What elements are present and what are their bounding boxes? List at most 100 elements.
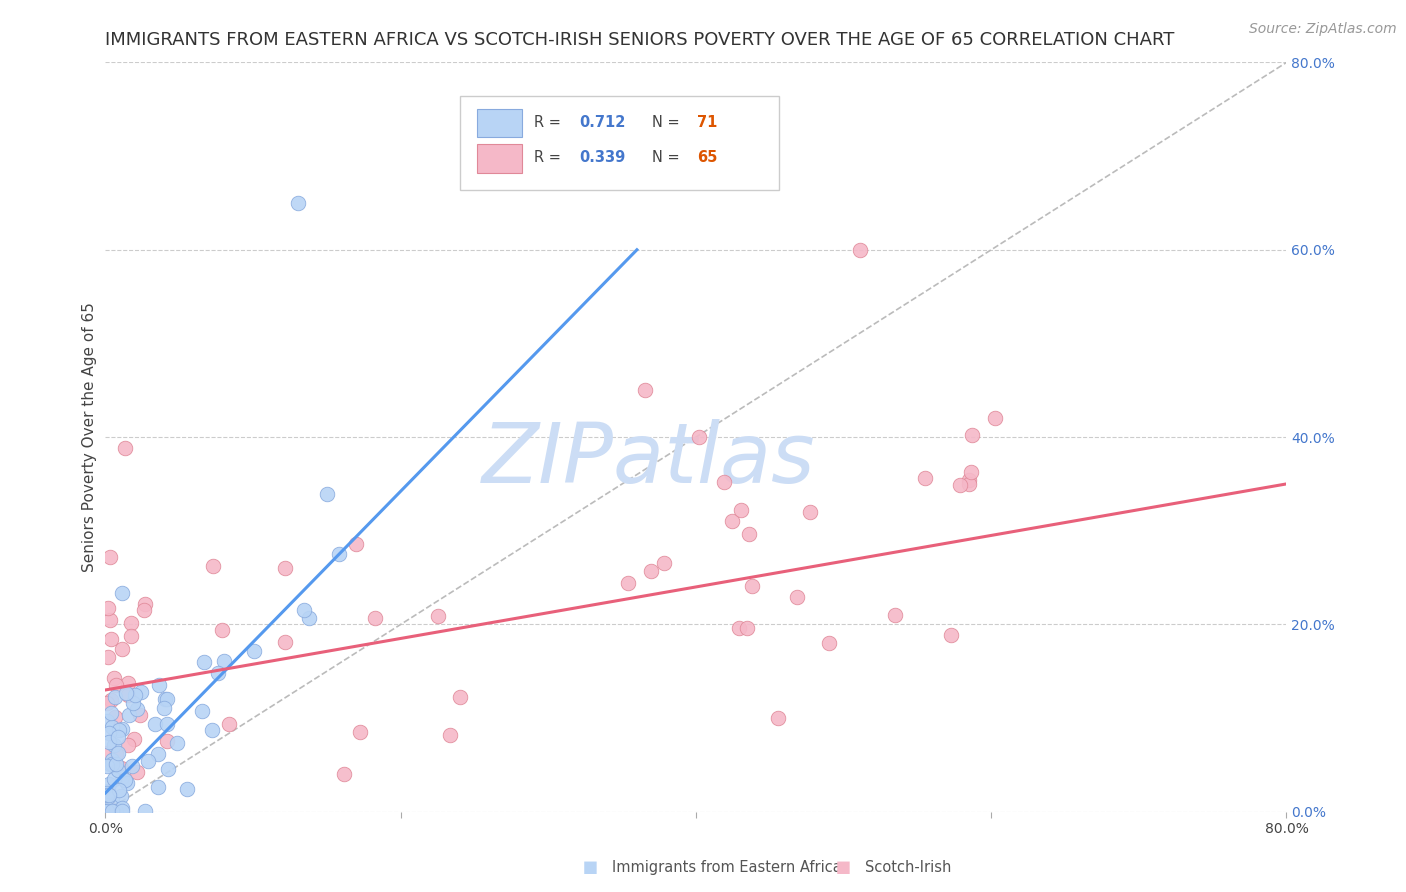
Point: [153, 692, 176, 706]
Point: [148, 678, 170, 692]
Point: [111, 641, 134, 656]
Point: [98, 788, 121, 802]
Point: [97, 804, 120, 818]
Text: 71: 71: [697, 115, 717, 130]
Point: [349, 724, 371, 739]
Point: [115, 686, 138, 700]
Point: [735, 621, 758, 635]
FancyBboxPatch shape: [478, 109, 523, 137]
Text: ▪: ▪: [582, 855, 599, 879]
Text: Scotch-Irish: Scotch-Irish: [865, 860, 950, 874]
Point: [96, 714, 118, 729]
Point: [104, 690, 127, 704]
Point: [110, 789, 132, 803]
Point: [332, 767, 354, 781]
Point: [127, 764, 149, 779]
Point: [105, 804, 128, 818]
Point: [110, 761, 132, 775]
Point: [134, 804, 156, 818]
Point: [118, 707, 141, 722]
Point: [134, 597, 156, 611]
Point: [730, 503, 752, 517]
Point: [111, 586, 134, 600]
Point: [202, 558, 225, 573]
Point: [959, 473, 981, 487]
FancyBboxPatch shape: [460, 96, 779, 190]
Point: [136, 754, 159, 768]
Point: [97, 784, 120, 798]
Point: [132, 603, 155, 617]
Text: 0.712: 0.712: [579, 115, 626, 130]
Point: [193, 656, 215, 670]
Text: N =: N =: [652, 150, 685, 165]
Point: [96, 804, 118, 818]
Point: [146, 747, 169, 761]
Point: [100, 791, 122, 805]
Point: [201, 723, 224, 737]
Point: [101, 804, 124, 818]
Point: [439, 729, 461, 743]
Point: [156, 762, 179, 776]
Point: [108, 783, 131, 797]
Point: [107, 730, 129, 744]
Point: [96, 746, 118, 760]
Point: [111, 722, 134, 736]
Point: [98, 777, 121, 791]
Point: [129, 685, 152, 699]
Point: [652, 556, 675, 570]
Point: [121, 696, 143, 710]
Point: [243, 644, 266, 658]
Point: [124, 688, 146, 702]
Point: [98, 550, 121, 565]
Point: [124, 731, 146, 746]
Point: [96, 804, 118, 818]
Point: [98, 804, 121, 818]
Point: [688, 430, 710, 444]
Point: [100, 693, 122, 707]
Point: [143, 716, 166, 731]
Point: [273, 635, 295, 649]
Point: [97, 804, 120, 818]
Point: [640, 564, 662, 578]
Point: [111, 770, 134, 784]
Point: [426, 609, 449, 624]
Text: R =: R =: [534, 115, 565, 130]
Point: [96, 758, 118, 772]
Point: [117, 739, 139, 753]
Point: [96, 789, 118, 803]
Point: [107, 723, 129, 737]
Point: [328, 547, 350, 561]
Point: [298, 610, 321, 624]
Point: [292, 603, 315, 617]
Point: [959, 465, 981, 479]
Point: [110, 804, 132, 818]
Point: [818, 636, 841, 650]
Point: [849, 243, 872, 257]
Point: [98, 757, 121, 772]
Point: [344, 537, 367, 551]
Point: [117, 676, 139, 690]
Point: [738, 526, 761, 541]
Point: [117, 689, 139, 703]
Point: [207, 665, 229, 680]
Point: [218, 716, 240, 731]
Point: [128, 708, 150, 723]
Point: [287, 196, 309, 211]
Point: [364, 611, 387, 625]
Point: [104, 709, 127, 723]
Point: [768, 711, 790, 725]
Point: [914, 471, 936, 485]
Point: [120, 616, 142, 631]
Point: [121, 759, 143, 773]
Point: [939, 628, 962, 642]
Point: [148, 780, 170, 794]
Point: [156, 717, 179, 731]
Text: Source: ZipAtlas.com: Source: ZipAtlas.com: [1249, 22, 1396, 37]
Text: 0.339: 0.339: [579, 150, 626, 165]
Point: [97, 735, 120, 749]
Point: [155, 734, 177, 748]
Point: [100, 706, 122, 720]
Point: [97, 601, 120, 615]
Point: [114, 441, 136, 455]
Text: ▪: ▪: [835, 855, 852, 879]
